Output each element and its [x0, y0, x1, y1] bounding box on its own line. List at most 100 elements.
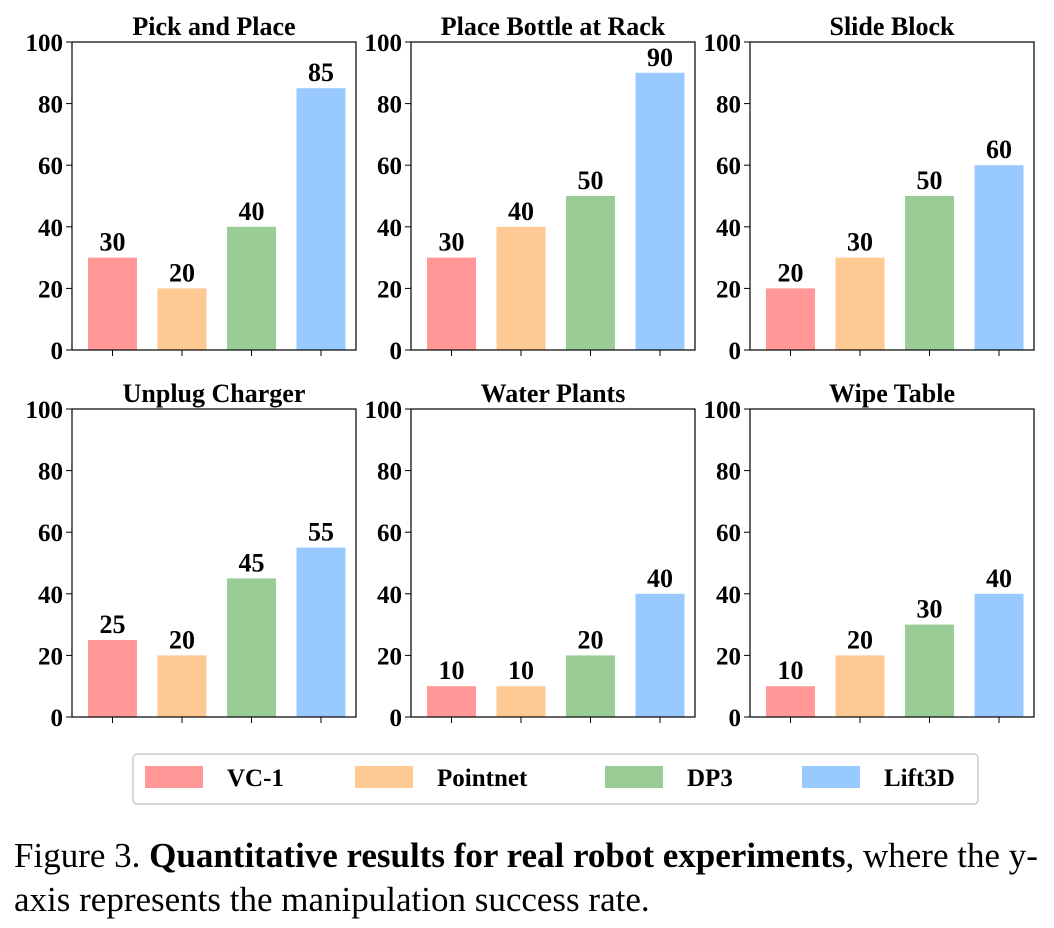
bar-wipe-table-dp3 [905, 624, 954, 717]
bar-pick-and-place-dp3 [227, 226, 276, 350]
y-tick-label-water-plants-80: 80 [377, 459, 402, 486]
legend-label-lift3d: Lift3D [884, 765, 955, 792]
legend: VC-1 Pointnet DP3 Lift3D [132, 753, 979, 805]
bar-place-bottle-at-rack-lift3d [635, 72, 685, 351]
data-label-water-plants-lift3d: 40 [647, 564, 673, 593]
y-tick-label-pick-and-place-80: 80 [38, 92, 63, 119]
bar-unplug-charger-pointnet [157, 655, 207, 717]
data-label-pick-and-place-lift3d: 85 [308, 58, 334, 87]
bar-place-bottle-at-rack-vc-1 [427, 257, 476, 350]
bar-wipe-table-vc-1 [766, 686, 815, 717]
data-label-slide-block-vc-1: 20 [778, 258, 804, 287]
bar-water-plants-dp3 [566, 655, 615, 717]
data-label-place-bottle-at-rack-vc-1: 30 [439, 228, 465, 257]
panel-wipe-table: Wipe Table 10 20 30 40 0 20 40 60 80 100 [704, 379, 1035, 732]
data-label-slide-block-dp3: 50 [917, 166, 943, 195]
bar-unplug-charger-dp3 [227, 578, 276, 717]
y-tick-label-pick-and-place-0: 0 [51, 338, 64, 365]
data-label-water-plants-vc-1: 10 [439, 656, 465, 685]
y-tick-label-water-plants-0: 0 [390, 705, 403, 732]
y-tick-label-slide-block-40: 40 [716, 215, 741, 242]
y-tick-label-wipe-table-20: 20 [716, 643, 741, 670]
y-tick-label-water-plants-20: 20 [377, 643, 402, 670]
y-tick-label-place-bottle-at-rack-0: 0 [390, 338, 403, 365]
y-tick-label-slide-block-100: 100 [704, 30, 742, 57]
data-label-wipe-table-lift3d: 40 [986, 564, 1012, 593]
y-tick-label-unplug-charger-0: 0 [51, 705, 64, 732]
data-label-unplug-charger-pointnet: 20 [169, 625, 195, 654]
y-tick-label-slide-block-20: 20 [716, 276, 741, 303]
y-tick-label-unplug-charger-60: 60 [38, 520, 63, 547]
bar-slide-block-pointnet [835, 257, 885, 350]
legend-swatch-dp3 [605, 766, 663, 788]
panel-title-place-bottle-at-rack: Place Bottle at Rack [441, 12, 666, 41]
axes-frame-water-plants [410, 408, 696, 718]
legend-swatch-lift3d [802, 766, 860, 788]
data-label-wipe-table-dp3: 30 [917, 595, 943, 624]
caption-rest: , where the y-axis represents the manipu… [14, 836, 1038, 919]
y-tick-label-slide-block-0: 0 [729, 338, 742, 365]
y-tick-label-place-bottle-at-rack-80: 80 [377, 92, 402, 119]
bar-pick-and-place-vc-1 [88, 257, 137, 350]
y-tick-label-water-plants-100: 100 [365, 397, 403, 424]
bar-water-plants-pointnet [496, 686, 546, 717]
bar-wipe-table-lift3d [974, 593, 1024, 717]
axes-frame-place-bottle-at-rack [410, 41, 696, 351]
caption-bold: Quantitative results for real robot expe… [149, 836, 846, 875]
y-tick-label-wipe-table-40: 40 [716, 582, 741, 609]
bar-unplug-charger-vc-1 [88, 640, 137, 717]
panel-slide-block: Slide Block 20 30 50 60 0 20 40 60 80 100 [704, 12, 1035, 365]
y-tick-label-pick-and-place-40: 40 [38, 215, 63, 242]
y-tick-label-unplug-charger-100: 100 [26, 397, 64, 424]
data-label-wipe-table-vc-1: 10 [778, 656, 804, 685]
bar-water-plants-lift3d [635, 593, 685, 717]
chart-panels: Pick and Place30204085020406080100Place … [26, 12, 1035, 732]
y-tick-label-unplug-charger-20: 20 [38, 643, 63, 670]
y-tick-label-place-bottle-at-rack-100: 100 [365, 30, 403, 57]
y-tick-label-unplug-charger-40: 40 [38, 582, 63, 609]
y-tick-label-water-plants-60: 60 [377, 520, 402, 547]
panel-title-wipe-table: Wipe Table [829, 379, 955, 408]
y-tick-label-pick-and-place-20: 20 [38, 276, 63, 303]
data-label-water-plants-pointnet: 10 [508, 656, 534, 685]
panel-title-slide-block: Slide Block [830, 12, 956, 41]
legend-label-dp3: DP3 [687, 765, 733, 792]
panel-place-bottle-at-rack: Place Bottle at Rack 30 40 50 90 0 20 40 60 80 100 [365, 12, 696, 365]
y-tick-label-wipe-table-0: 0 [729, 705, 742, 732]
data-label-place-bottle-at-rack-pointnet: 40 [508, 197, 534, 226]
axes-frame-pick-and-place [71, 41, 357, 351]
y-tick-label-place-bottle-at-rack-20: 20 [377, 276, 402, 303]
panel-water-plants: Water Plants 10 10 20 40 0 20 40 60 80 100 [365, 379, 696, 732]
legend-swatch-vc-1 [145, 766, 203, 788]
y-tick-label-slide-block-60: 60 [716, 153, 741, 180]
data-label-unplug-charger-lift3d: 55 [308, 518, 334, 547]
y-tick-label-wipe-table-60: 60 [716, 520, 741, 547]
figure-caption: Figure 3. Quantitative results for real … [14, 834, 1044, 922]
bar-wipe-table-pointnet [835, 655, 885, 717]
data-label-pick-and-place-pointnet: 20 [169, 258, 195, 287]
y-tick-label-unplug-charger-80: 80 [38, 459, 63, 486]
bar-slide-block-dp3 [905, 196, 954, 350]
data-label-slide-block-pointnet: 30 [847, 228, 873, 257]
legend-swatch-pointnet [355, 766, 413, 788]
data-label-pick-and-place-dp3: 40 [239, 197, 265, 226]
bar-place-bottle-at-rack-pointnet [496, 226, 546, 350]
data-label-unplug-charger-vc-1: 25 [100, 610, 126, 639]
panel-pick-and-place: Pick and Place 30 20 40 85 0 20 40 60 80 100 [26, 12, 357, 365]
legend-label-pointnet: Pointnet [437, 765, 528, 792]
y-tick-label-water-plants-40: 40 [377, 582, 402, 609]
bar-slide-block-vc-1 [766, 288, 815, 350]
data-label-wipe-table-pointnet: 20 [847, 625, 873, 654]
data-label-unplug-charger-dp3: 45 [239, 548, 265, 577]
bar-unplug-charger-lift3d [296, 547, 346, 717]
y-tick-label-place-bottle-at-rack-40: 40 [377, 215, 402, 242]
y-tick-label-wipe-table-80: 80 [716, 459, 741, 486]
axes-frame-wipe-table [749, 408, 1035, 718]
bar-pick-and-place-lift3d [296, 88, 346, 350]
data-label-place-bottle-at-rack-dp3: 50 [578, 166, 604, 195]
y-tick-label-wipe-table-100: 100 [704, 397, 742, 424]
legend-frame [132, 753, 979, 805]
data-label-pick-and-place-vc-1: 30 [100, 228, 126, 257]
data-label-water-plants-dp3: 20 [578, 625, 604, 654]
y-tick-label-pick-and-place-100: 100 [26, 30, 64, 57]
